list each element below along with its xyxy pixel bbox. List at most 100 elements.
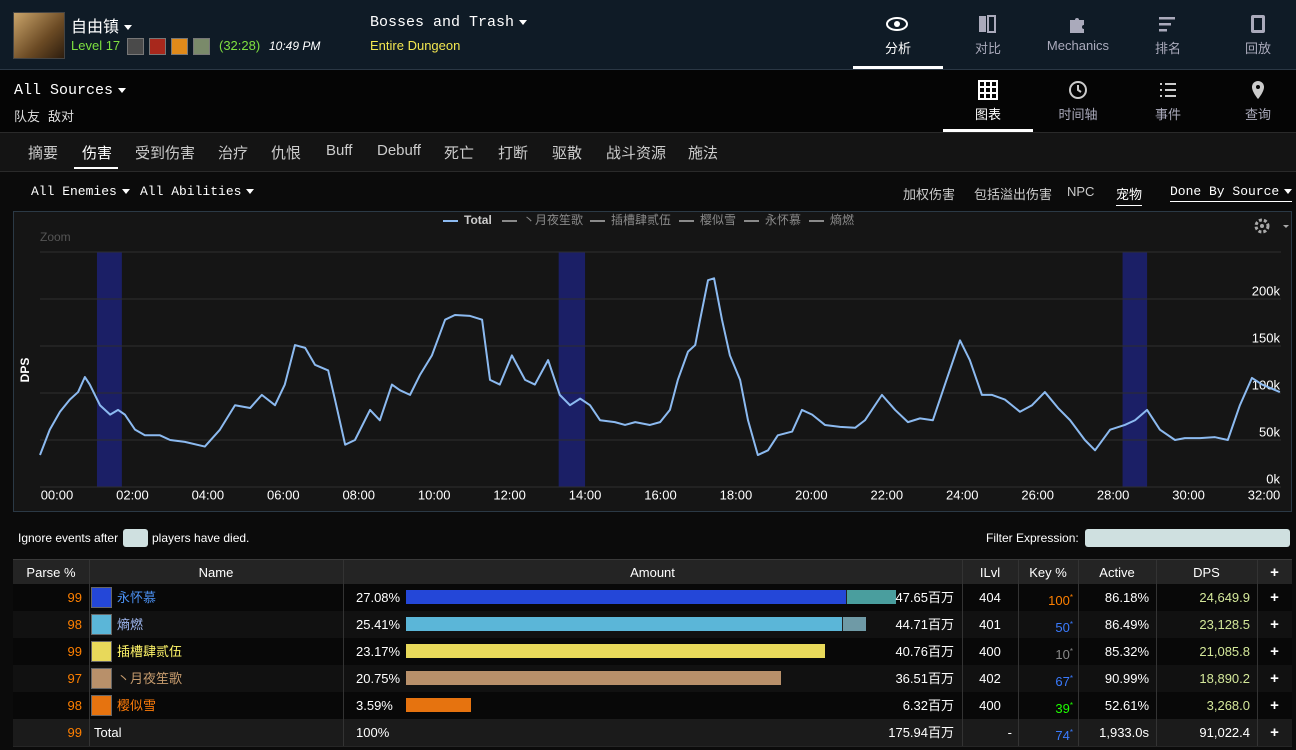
icon-pin xyxy=(1252,81,1264,99)
legend-label[interactable]: 插槽肆贰伍 xyxy=(611,212,671,227)
expand[interactable]: + xyxy=(1270,670,1279,687)
tab[interactable]: Buff xyxy=(326,142,353,159)
parse: 97 xyxy=(67,671,82,686)
column-divider xyxy=(962,611,963,638)
avatar[interactable] xyxy=(13,12,65,59)
player-name[interactable]: 永怀慕 xyxy=(117,590,157,605)
column-divider xyxy=(89,638,90,665)
expand[interactable]: + xyxy=(1270,724,1279,741)
legend-label[interactable]: 熵燃 xyxy=(830,212,854,227)
tab[interactable]: 驱散 xyxy=(552,145,583,162)
tab[interactable]: Debuff xyxy=(377,142,421,159)
series-line xyxy=(39,277,1281,457)
tab[interactable]: 受到伤害 xyxy=(135,145,196,162)
player-name[interactable]: 插槽肆贰伍 xyxy=(117,644,183,659)
amount: 40.76百万 xyxy=(895,644,954,659)
tab[interactable]: 治疗 xyxy=(218,145,249,162)
key-value: 100 xyxy=(1048,593,1070,608)
nav-item[interactable]: 回放 xyxy=(1244,41,1271,56)
percent: 27.08% xyxy=(356,590,401,605)
tab[interactable]: 仇恨 xyxy=(271,145,302,162)
player-name[interactable]: 樱似雪 xyxy=(117,698,157,713)
active: 86.18% xyxy=(1104,590,1149,605)
tab[interactable]: 摘要 xyxy=(28,145,59,162)
dps: 3,268.0 xyxy=(1206,698,1250,713)
hostile[interactable]: 敌对 xyxy=(48,109,75,124)
fight-select[interactable]: Bosses and Trash xyxy=(370,14,527,31)
table-row[interactable]: 99 永怀慕 27.08% 47.65百万 404 100* 86.18% 24,649.9 + xyxy=(13,584,1292,612)
expand[interactable]: + xyxy=(1270,616,1279,633)
table-row[interactable]: 98 熵燃 25.41% 44.71百万 401 50* 86.49% 23,128.5 + xyxy=(13,611,1292,639)
icon-eye xyxy=(886,17,908,31)
column-divider xyxy=(962,584,963,611)
tab[interactable]: 施法 xyxy=(688,145,719,162)
legend-label[interactable]: 樱似雪 xyxy=(700,212,736,227)
player-name[interactable]: 丶月夜笙歌 xyxy=(117,671,183,686)
tab[interactable]: 战斗资源 xyxy=(606,145,667,162)
column-divider xyxy=(1257,719,1258,746)
icon-replay xyxy=(1251,15,1265,33)
column-header: ILvl xyxy=(979,565,1001,580)
expand[interactable]: + xyxy=(1270,589,1279,606)
key-percent: 100* xyxy=(1018,584,1073,611)
ability-select[interactable]: All Abilities xyxy=(140,184,254,199)
expand[interactable]: + xyxy=(1270,643,1279,660)
column-divider xyxy=(1078,584,1079,611)
gear[interactable] xyxy=(1254,218,1289,234)
nav-item[interactable]: 对比 xyxy=(974,41,1001,56)
class-icon xyxy=(91,695,112,716)
source-select[interactable]: All Sources xyxy=(14,82,126,99)
tab[interactable]: 死亡 xyxy=(444,145,475,162)
nav-item[interactable]: 排名 xyxy=(1154,41,1181,56)
option[interactable]: 加权伤害 xyxy=(903,187,956,202)
mode-select[interactable]: Done By Source xyxy=(1170,184,1293,202)
zoom-label[interactable]: Zoom xyxy=(40,230,71,244)
player-name[interactable]: 熵燃 xyxy=(117,617,144,632)
player-name[interactable]: 自由镇 xyxy=(71,13,132,37)
column-header[interactable]: + xyxy=(1270,564,1279,581)
top-bar: 自由镇 Level 17 (32:28) 10:49 PM Bosses and… xyxy=(0,0,1296,70)
nav-item[interactable]: 分析 xyxy=(884,41,911,56)
table-row[interactable]: 98 樱似雪 3.59% 6.32百万 400 39* 52.61% 3,268.0 + xyxy=(13,692,1292,720)
column-divider xyxy=(962,665,963,692)
expand[interactable]: + xyxy=(1270,697,1279,714)
dps: 24,649.9 xyxy=(1199,590,1250,605)
parse: 99 xyxy=(67,725,82,740)
legend-label[interactable]: Total xyxy=(464,213,492,227)
dps: 18,890.2 xyxy=(1199,671,1250,686)
parse: 98 xyxy=(67,617,82,632)
enemy-select[interactable]: All Enemies xyxy=(31,184,130,199)
x-tick-label: 02:00 xyxy=(116,487,149,502)
legend-label[interactable]: 丶月夜笙歌 xyxy=(523,212,583,227)
tab[interactable]: 伤害 xyxy=(82,145,113,162)
key-value: 39 xyxy=(1055,701,1070,716)
column-divider xyxy=(89,719,90,746)
option[interactable]: NPC xyxy=(1067,184,1095,199)
total-row[interactable]: 99 Total 100% 175.94百万 -74* 1,933.0s 91,022.4 + xyxy=(13,719,1292,747)
view-item[interactable]: 查询 xyxy=(1244,107,1271,122)
filter-expression-input[interactable] xyxy=(1085,529,1290,547)
option-active[interactable]: 宠物 xyxy=(1116,184,1143,206)
option[interactable]: 包括溢出伤害 xyxy=(974,187,1053,202)
key-value: 74 xyxy=(1055,728,1070,743)
ilvl: 401 xyxy=(979,617,1001,632)
view-item[interactable]: 时间轴 xyxy=(1058,107,1098,122)
death-count-input[interactable] xyxy=(123,529,148,547)
table-row[interactable]: 97 丶月夜笙歌 20.75% 36.51百万 402 67* 90.99% 18,890.2… xyxy=(13,665,1292,693)
key-percent: 39* xyxy=(1018,692,1073,719)
key-marker: * xyxy=(1069,701,1073,710)
x-tick-label: 16:00 xyxy=(644,487,677,502)
column-divider xyxy=(89,611,90,638)
view-item[interactable]: 图表 xyxy=(974,107,1001,122)
view-item[interactable]: 事件 xyxy=(1154,107,1181,122)
percent: 3.59% xyxy=(356,698,393,713)
friendly[interactable]: 队友 xyxy=(14,109,41,124)
tab[interactable]: 打断 xyxy=(498,145,529,162)
legend-label[interactable]: 永怀慕 xyxy=(765,213,801,227)
table-row[interactable]: 99 插槽肆贰伍 23.17% 40.76百万 400 10* 85.32% 21,085.8… xyxy=(13,638,1292,666)
key-marker: * xyxy=(1069,674,1073,683)
column-divider xyxy=(1257,692,1258,719)
amount-bar xyxy=(406,617,866,631)
nav-item[interactable]: Mechanics xyxy=(1046,38,1110,53)
